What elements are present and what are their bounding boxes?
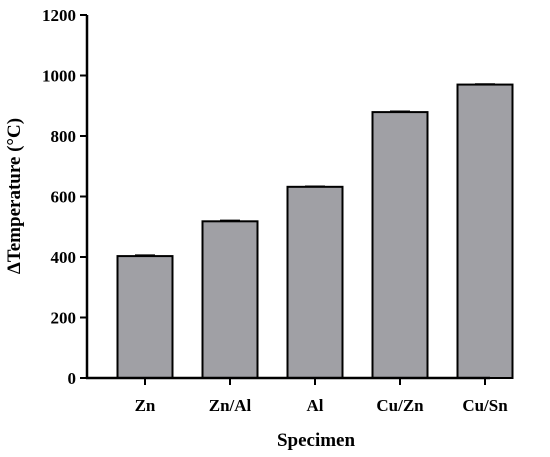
x-axis-title: Specimen xyxy=(277,430,356,451)
x-tick-label: Al xyxy=(307,396,324,415)
bar-cu-sn xyxy=(456,83,514,379)
bar-cu-zn xyxy=(371,111,429,379)
x-tick-label: Zn xyxy=(135,396,156,415)
y-tick-label: 600 xyxy=(51,188,77,207)
y-tick-label: 0 xyxy=(68,369,77,388)
bar-al xyxy=(286,185,344,379)
y-axis-title: ΔTemperature (°C) xyxy=(4,118,25,274)
y-ticks: 0 200 400 600 800 1000 1200 xyxy=(42,6,87,388)
x-tick-label: Cu/Sn xyxy=(462,396,508,415)
y-tick-label: 400 xyxy=(51,248,77,267)
x-ticks: Zn Zn/Al Al Cu/Zn Cu/Sn xyxy=(135,378,508,415)
y-tick-label: 800 xyxy=(51,127,77,146)
x-tick-label: Cu/Zn xyxy=(376,396,424,415)
bar-zn xyxy=(116,255,174,379)
x-tick-label: Zn/Al xyxy=(209,396,252,415)
y-tick-label: 1000 xyxy=(42,67,76,86)
y-tick-label: 200 xyxy=(51,309,77,328)
error-bars xyxy=(135,83,495,257)
bars xyxy=(116,83,514,379)
bar-zn-al xyxy=(201,220,259,379)
y-tick-label: 1200 xyxy=(42,6,76,25)
